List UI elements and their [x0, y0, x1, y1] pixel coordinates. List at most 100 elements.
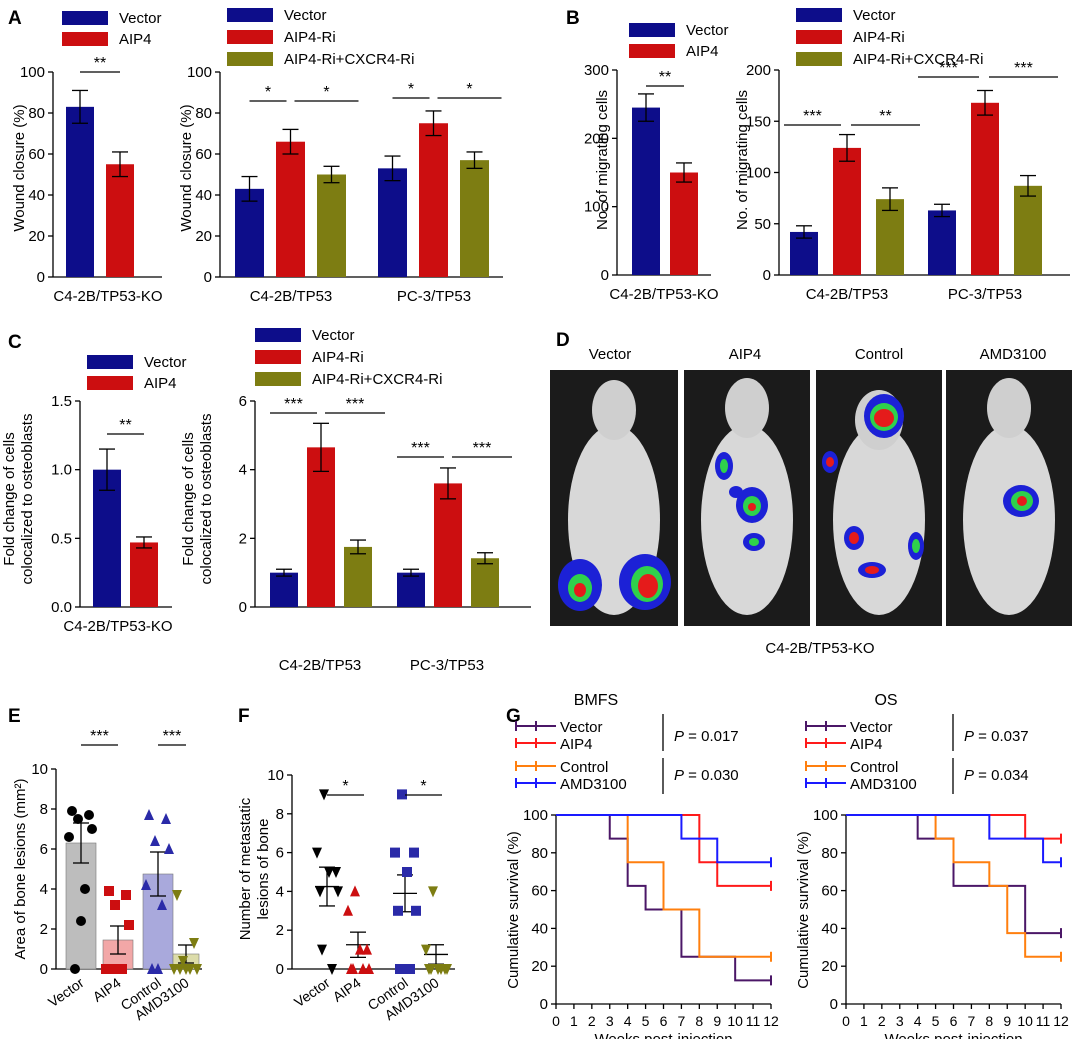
b-left-legend-swatch [629, 44, 675, 58]
c-left-legend-label: AIP4 [144, 375, 177, 392]
C-right-bar [397, 572, 425, 607]
B-right-bar [928, 210, 956, 275]
B-right-bar [790, 231, 818, 275]
c-right-sig-label: *** [411, 440, 430, 457]
e-data-point [161, 813, 171, 824]
f-y-tick-label: 0 [276, 961, 284, 978]
c-right-sig-label: *** [473, 440, 492, 457]
b-right-sig-label: ** [879, 108, 891, 125]
e-data-point [73, 814, 83, 824]
mouse-silhouette-control [822, 390, 925, 615]
a-right-sig-label: * [408, 81, 414, 98]
f-data-point [350, 885, 360, 897]
A-right-bar [460, 160, 489, 277]
c-left-legend-label: Vector [144, 354, 187, 371]
mouse-label-vector: Vector [588, 346, 632, 363]
G-right-x-tick-label: 10 [1017, 1013, 1033, 1029]
a-left-legend-label: AIP4 [119, 31, 152, 48]
b-right-sig-label: *** [803, 108, 822, 125]
c-right-legend-label: AIP4-Ri [312, 349, 364, 366]
b-left-legend-label: Vector [686, 22, 729, 39]
e-data-point [175, 964, 185, 975]
panel-f-letter: F [238, 706, 250, 727]
panel-a-letter: A [8, 8, 22, 29]
panel-c-letter: C [8, 332, 22, 353]
f-data-point [312, 847, 322, 859]
A-left-y-tick-label: 0 [37, 269, 45, 286]
e-data-point [76, 916, 86, 926]
A-right-y-tick-label: 20 [195, 228, 212, 245]
G-right-x-tick-label: 6 [950, 1013, 958, 1029]
G-left-x-tick-label: 3 [606, 1013, 614, 1029]
e-data-point [64, 832, 74, 842]
A-right-bar [378, 168, 407, 277]
b-right-group-label: PC-3/TP53 [948, 286, 1022, 303]
B-left-y-tick-label: 200 [584, 130, 609, 147]
G-left-y-tick-label: 40 [531, 920, 548, 937]
c-right-sig-label: *** [346, 396, 365, 413]
f-data-point [409, 847, 419, 858]
panel-d-letter: D [556, 330, 570, 351]
A-right-y-tick-label: 100 [187, 64, 212, 81]
mouse-image-aip4 [684, 370, 810, 626]
e-data-point [70, 964, 80, 974]
G-left-curve-control [556, 814, 771, 958]
G-left-legend-label: Vector [560, 719, 603, 736]
A-right-y-tick-label: 60 [195, 146, 212, 163]
C-right-bar [344, 546, 372, 607]
A-left-bar [106, 164, 134, 277]
mouse-silhouette-aip4 [701, 378, 793, 615]
G-right-y-label: Cumulative survival (%) [795, 831, 812, 989]
b-right-y-label: No. of migrating cells [734, 90, 751, 230]
C-right-bar [434, 483, 462, 607]
C-left-y-tick-label: 1.5 [51, 393, 72, 410]
c-left-sig-label: ** [119, 417, 131, 434]
f-data-point [362, 943, 372, 955]
G-right-y-tick-label: 0 [830, 996, 838, 1013]
A-left-y-tick-label: 100 [20, 64, 45, 81]
f-x-label: AIP4 [330, 974, 364, 1005]
G-left-curve-amd3100 [556, 814, 771, 864]
G-right-x-tick-label: 12 [1053, 1013, 1069, 1029]
G-right-y-tick-label: 40 [821, 920, 838, 937]
e-data-point [84, 810, 94, 820]
f-sig-label: * [342, 778, 348, 795]
e-y-tick-label: 4 [40, 881, 48, 898]
a-right-legend-swatch [227, 52, 273, 66]
A-right-y-tick-label: 80 [195, 105, 212, 122]
c-left-y-label-2: colocalized to osteoblasts [19, 414, 36, 585]
G-right-x-tick-label: 7 [968, 1013, 976, 1029]
G-left-y-label: Cumulative survival (%) [505, 831, 522, 989]
G-right-x-tick-label: 11 [1036, 1013, 1051, 1029]
G-left-p-value-2: P = 0.030 [674, 767, 739, 784]
B-right-y-tick-label: 200 [746, 62, 771, 79]
e-data-point [104, 886, 114, 896]
C-right-bar [471, 558, 499, 607]
e-data-point [144, 809, 154, 820]
C-left-bar [130, 542, 158, 607]
f-data-point [436, 964, 446, 975]
c-right-legend-label: AIP4-Ri+CXCR4-Ri [312, 371, 442, 388]
B-right-y-tick-label: 150 [746, 113, 771, 130]
G-right-curve-control [846, 814, 1061, 958]
A-right-bar [235, 188, 264, 277]
a-right-group-label: PC-3/TP53 [397, 288, 471, 305]
e-data-point [124, 920, 134, 930]
a-left-sig-label: ** [94, 55, 106, 72]
G-right-curve-amd3100 [846, 814, 1061, 864]
c-right-y-label-2: colocalized to osteoblasts [198, 414, 215, 585]
G-right-legend-label: Vector [850, 719, 893, 736]
c-left-x-label: C4-2B/TP53-KO [63, 618, 172, 635]
f-data-point [393, 905, 403, 916]
c-left-legend-swatch [87, 355, 133, 369]
a-right-y-label: Wound closure (%) [178, 104, 195, 231]
b-left-legend-swatch [629, 23, 675, 37]
B-right-bar [971, 102, 999, 275]
G-right-legend-label: AIP4 [850, 736, 883, 753]
e-data-point [150, 835, 160, 846]
e-data-point [67, 806, 77, 816]
G-left-x-tick-label: 0 [552, 1013, 560, 1029]
e-x-label: Vector [45, 974, 87, 1010]
G-right-y-tick-label: 80 [821, 845, 838, 862]
A-right-bar [276, 141, 305, 277]
